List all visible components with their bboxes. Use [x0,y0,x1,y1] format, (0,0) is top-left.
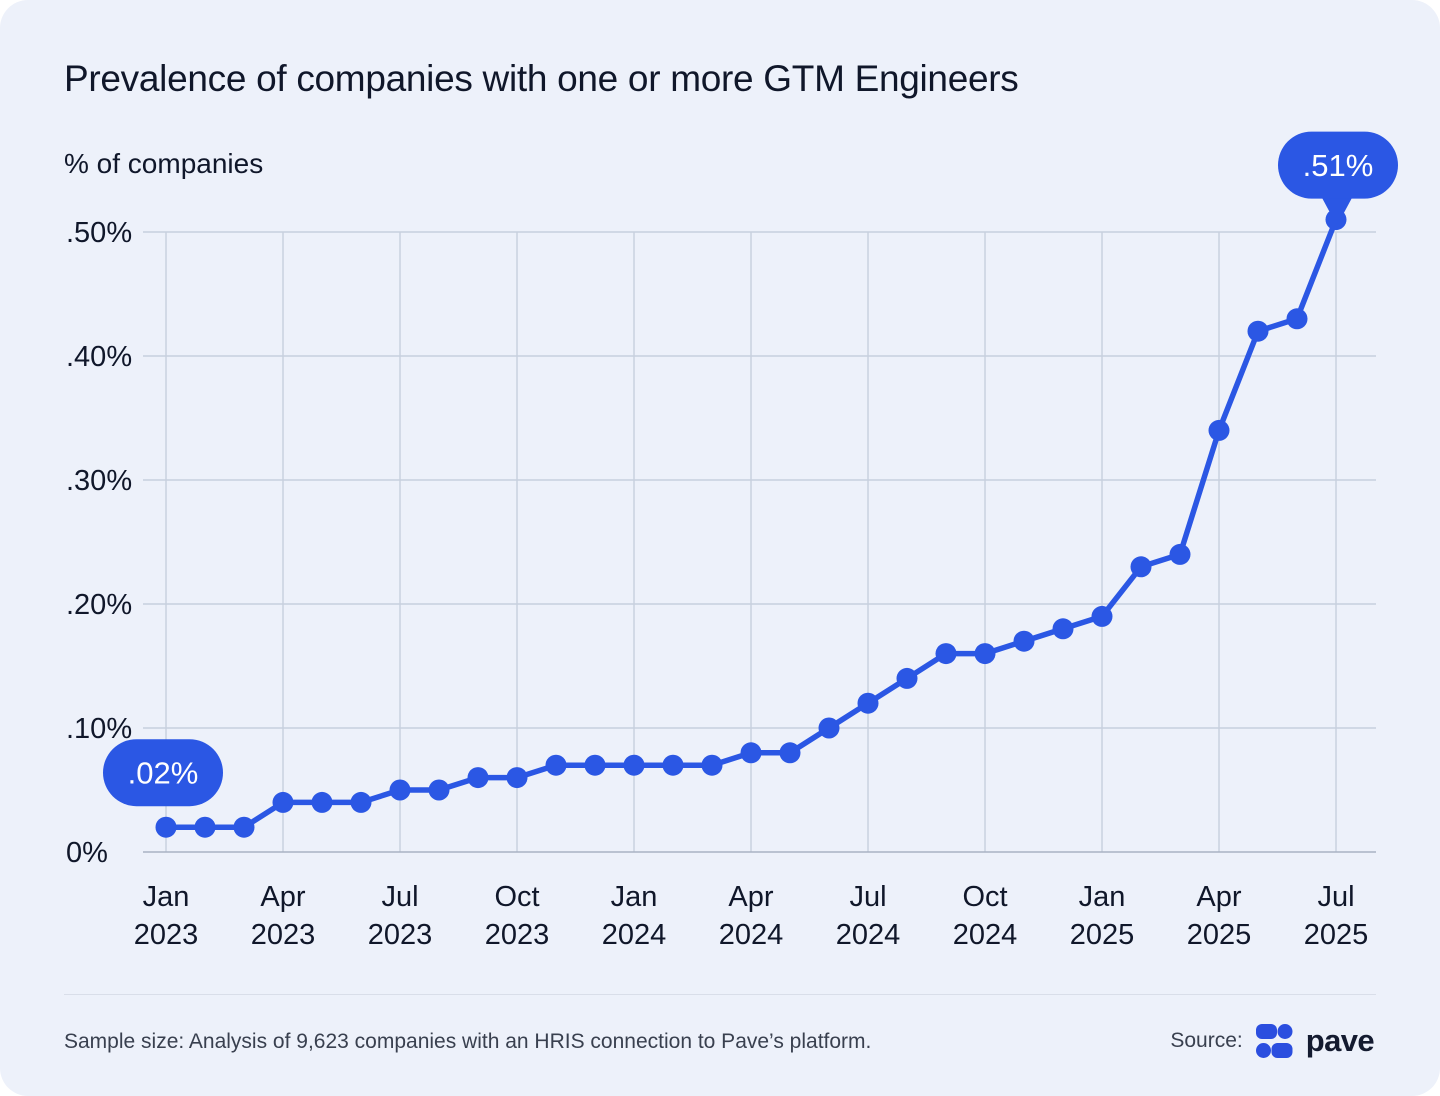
value-badge-label: .51% [1303,148,1374,183]
data-point [1091,605,1113,627]
y-tick-label: .40% [66,341,132,373]
y-tick-label: .50% [66,217,132,249]
data-point [1130,556,1152,578]
line-chart: 0% .10% .20% .30% .40% .50% Jan 2023 Apr 2023 Jul 2… [66,131,1398,951]
data-point [623,754,645,776]
data-point [1052,618,1074,640]
data-point [974,643,996,665]
data-point [467,767,489,789]
data-point [1247,320,1269,342]
data-point [311,791,333,813]
sample-size-note: Sample size: Analysis of 9,623 companies… [64,1030,872,1053]
x-tick-label: Oct 2023 [485,881,550,951]
x-tick-label: Jan 2024 [602,881,667,951]
data-point [1169,543,1191,565]
data-point [272,791,294,813]
data-point [350,791,372,813]
data-point [389,779,411,801]
data-point [857,692,879,714]
data-point [701,754,723,776]
x-tick-label: Jul 2023 [368,881,433,951]
data-point [935,643,957,665]
y-tick-label: .20% [66,589,132,621]
source-label: Source: [1170,1029,1243,1052]
y-tick-label: .10% [66,713,132,745]
y-tick-label: .30% [66,465,132,497]
data-point [896,667,918,689]
data-point [779,742,801,764]
data-point [662,754,684,776]
y-axis-title: % of companies [64,148,264,179]
source-attribution: Source: pave [1170,1018,1374,1064]
pave-wordmark: pave [1305,1023,1375,1058]
data-point [428,779,450,801]
data-point [818,717,840,739]
data-point [1208,419,1230,441]
x-tick-label: Oct 2024 [953,881,1018,951]
x-tick-label: Apr 2024 [719,881,784,951]
value-badge [103,739,223,807]
y-tick-label: 0% [66,837,108,869]
pave-logo-icon [1255,1023,1293,1058]
data-point [740,742,762,764]
x-tick-label: Jul 2024 [836,881,901,951]
data-point [584,754,606,776]
data-point [545,754,567,776]
x-tick-label: Apr 2025 [1187,881,1252,951]
x-tick-label: Apr 2023 [251,881,316,951]
data-point [155,816,177,838]
data-point [1013,630,1035,652]
data-point [194,816,216,838]
footer-divider [64,994,1376,995]
x-tick-label: Jan 2023 [134,881,199,951]
value-badge [1278,131,1398,199]
data-point [233,816,255,838]
data-point [506,767,528,789]
data-point [1286,308,1308,330]
x-tick-label: Jan 2025 [1070,881,1135,951]
x-tick-label: Jul 2025 [1304,881,1369,951]
value-badge-label: .02% [128,756,199,791]
page-title: Prevalence of companies with one or more… [64,58,1019,99]
